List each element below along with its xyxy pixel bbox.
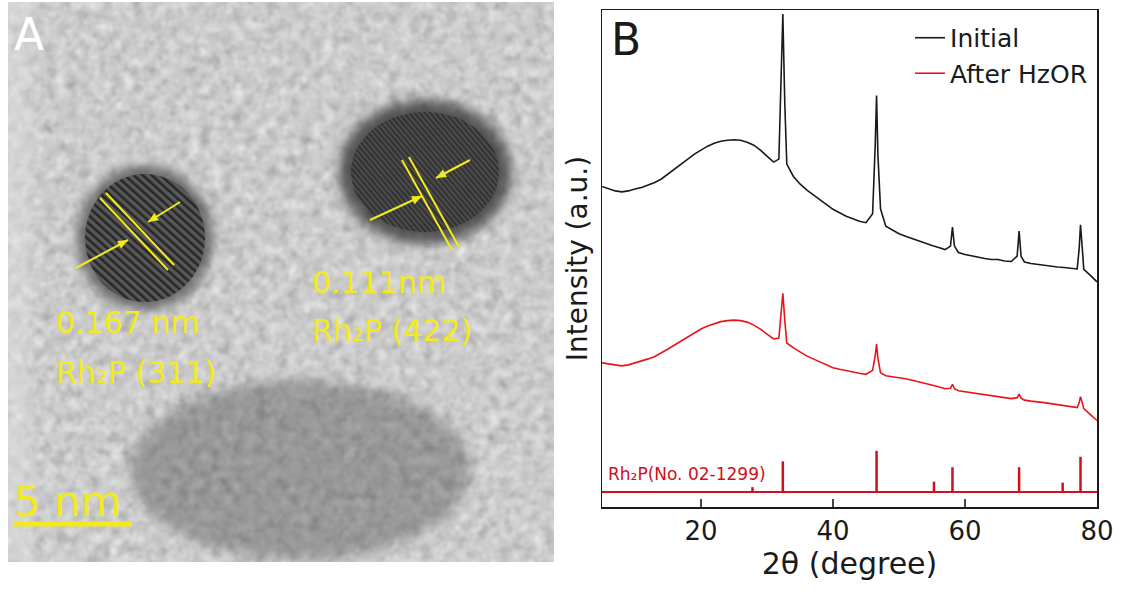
svg-text:60: 60 [948, 516, 981, 546]
svg-text:80: 80 [1080, 516, 1113, 546]
svg-text:Rh₂P (422): Rh₂P (422) [312, 313, 472, 348]
svg-text:Initial: Initial [950, 24, 1019, 53]
svg-text:2θ (degree): 2θ (degree) [762, 546, 938, 581]
svg-text:Intensity (a.u.): Intensity (a.u.) [561, 156, 594, 361]
svg-text:B: B [611, 14, 641, 65]
svg-text:0.111nm: 0.111nm [312, 265, 446, 300]
svg-text:Rh₂P(No. 02-1299): Rh₂P(No. 02-1299) [608, 464, 766, 484]
svg-text:A: A [14, 9, 44, 60]
svg-text:20: 20 [684, 516, 717, 546]
svg-text:After HzOR: After HzOR [950, 60, 1087, 89]
svg-text:5 nm: 5 nm [14, 477, 122, 526]
svg-text:0.167 nm: 0.167 nm [56, 305, 200, 340]
svg-text:Rh₂P (311): Rh₂P (311) [56, 355, 216, 390]
svg-text:40: 40 [816, 516, 849, 546]
